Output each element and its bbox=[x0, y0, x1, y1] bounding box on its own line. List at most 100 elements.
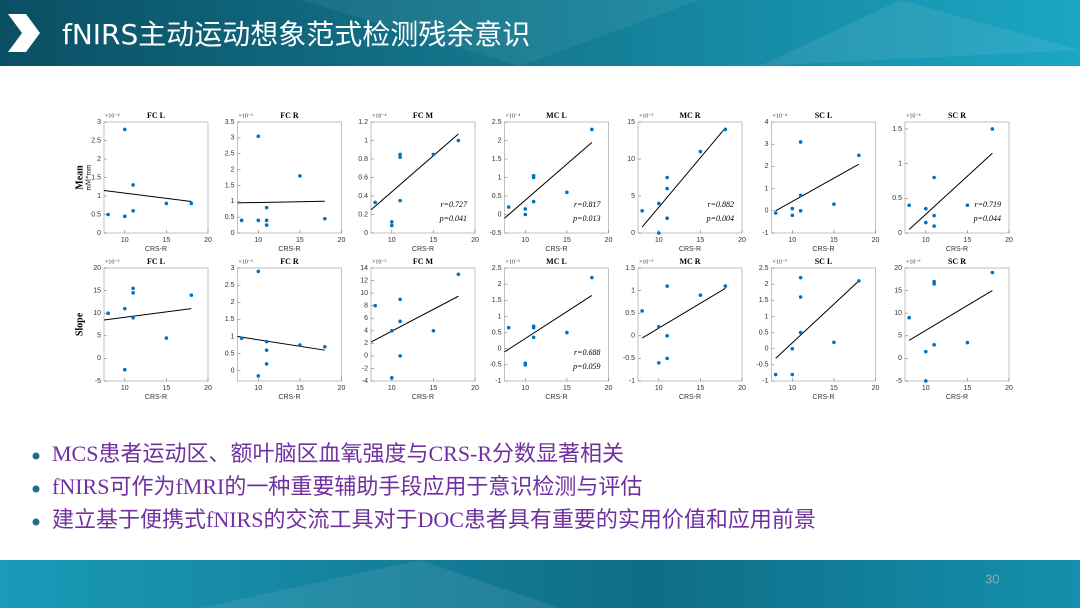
point bbox=[398, 198, 402, 203]
y-tick-label: 1 bbox=[898, 160, 902, 167]
fit-line bbox=[641, 127, 726, 228]
x-tick-label: 20 bbox=[872, 385, 880, 392]
x-axis-label: CRS-R bbox=[412, 394, 434, 401]
point bbox=[665, 334, 669, 338]
plot-frame bbox=[103, 121, 209, 234]
point bbox=[531, 199, 536, 204]
x-tick-label: 20 bbox=[738, 385, 746, 392]
point bbox=[798, 330, 803, 335]
exponent-label: ×10⁻⁵ bbox=[639, 113, 654, 119]
y-tick-label: 10 bbox=[93, 310, 101, 317]
y-tick-label: 10 bbox=[627, 156, 635, 163]
point bbox=[790, 213, 795, 218]
y-tick-label: 5 bbox=[898, 333, 902, 340]
plot-frame bbox=[771, 267, 876, 382]
point bbox=[456, 272, 461, 277]
x-tick-label: 20 bbox=[605, 237, 613, 244]
x-tick-label: 20 bbox=[738, 237, 746, 244]
y-tick-label: 2.5 bbox=[91, 137, 101, 144]
point bbox=[131, 291, 135, 295]
x-axis-label: CRS-R bbox=[679, 394, 701, 401]
exponent-label: ×10⁻⁴ bbox=[372, 113, 387, 119]
y-tick-label: 2 bbox=[97, 156, 101, 163]
bullet-dot bbox=[32, 485, 40, 493]
y-tick-label: 10 bbox=[894, 310, 902, 317]
y-tick-label: 2 bbox=[765, 163, 769, 170]
exponent-label: ×10⁻⁶ bbox=[105, 259, 120, 265]
point bbox=[832, 340, 836, 345]
point bbox=[798, 193, 803, 198]
point bbox=[665, 356, 669, 361]
y-tick-label: 0 bbox=[231, 230, 235, 237]
point bbox=[932, 282, 936, 286]
point bbox=[665, 186, 669, 191]
y-tick-label: 1.5 bbox=[759, 297, 769, 304]
fit-line bbox=[908, 152, 993, 230]
y-tick-label: 20 bbox=[93, 265, 101, 272]
chart-title: MC R bbox=[679, 257, 700, 266]
fit-line bbox=[504, 295, 593, 353]
plot-frame bbox=[370, 267, 476, 382]
fit-line bbox=[775, 163, 860, 212]
point bbox=[189, 201, 194, 206]
y-tick-label: 2.5 bbox=[492, 119, 502, 126]
point bbox=[924, 379, 928, 383]
x-axis-label: CRS-R bbox=[545, 246, 567, 253]
point bbox=[665, 175, 669, 180]
fit-line bbox=[370, 295, 459, 343]
y-tick-label: 0 bbox=[631, 333, 635, 340]
x-tick-label: 20 bbox=[471, 237, 479, 244]
point bbox=[907, 315, 911, 320]
point bbox=[106, 212, 110, 217]
y-tick-label: 2 bbox=[765, 281, 769, 288]
point bbox=[531, 325, 536, 330]
y-axis-label: Slope bbox=[74, 312, 85, 336]
y-tick-label: 2 bbox=[231, 299, 235, 306]
y-tick-label: -1 bbox=[762, 378, 768, 385]
chart-title: FC R bbox=[280, 257, 299, 266]
x-axis-label: CRS-R bbox=[679, 246, 701, 253]
exponent-label: ×10⁻⁴ bbox=[105, 113, 120, 119]
x-tick-label: 20 bbox=[204, 385, 212, 392]
x-tick-label: 10 bbox=[254, 385, 262, 392]
y-tick-label: 12 bbox=[360, 277, 368, 284]
y-tick-label: 1 bbox=[97, 193, 101, 200]
point bbox=[932, 343, 936, 347]
point bbox=[506, 205, 511, 209]
point bbox=[924, 349, 928, 354]
exponent-label: ×10⁻⁵ bbox=[773, 259, 788, 265]
y-axis-unit: mM*mm bbox=[85, 164, 93, 191]
bullet-text: MCS患者运动区、额叶脑区血氧强度与CRS-R分数显著相关 bbox=[52, 441, 624, 466]
y-tick-label: 0 bbox=[898, 230, 902, 237]
y-tick-label: 0 bbox=[498, 346, 502, 353]
exponent-label: ×10⁻⁶ bbox=[906, 259, 921, 265]
y-tick-label: 1 bbox=[231, 333, 235, 340]
bullet-dot bbox=[32, 452, 40, 460]
y-tick-label: 3.5 bbox=[225, 119, 235, 126]
fit-line bbox=[370, 133, 459, 211]
y-tick-label: -1 bbox=[495, 378, 501, 385]
point bbox=[298, 174, 302, 178]
annotation: p=0.059 bbox=[572, 362, 600, 371]
annotation: p=0.013 bbox=[572, 214, 600, 223]
exponent-label: ×10⁻⁴ bbox=[506, 113, 521, 119]
point bbox=[798, 295, 803, 299]
x-tick-label: 10 bbox=[788, 237, 796, 244]
point bbox=[264, 348, 269, 352]
bullet-text: fNIRS可作为fMRI的一种重要辅助手段应用于意识检测与评估 bbox=[52, 474, 642, 499]
point bbox=[965, 203, 970, 208]
plot-frame bbox=[237, 121, 342, 234]
y-tick-label: -1 bbox=[629, 378, 635, 385]
point bbox=[723, 284, 728, 288]
x-tick-label: 15 bbox=[163, 237, 171, 244]
point bbox=[390, 223, 394, 228]
y-tick-label: 1 bbox=[231, 198, 235, 205]
point bbox=[565, 190, 569, 195]
y-tick-label: 0 bbox=[765, 208, 769, 215]
x-tick-label: 15 bbox=[964, 237, 972, 244]
point bbox=[798, 209, 803, 213]
y-tick-label: 2.5 bbox=[759, 265, 769, 272]
point bbox=[857, 153, 861, 158]
x-axis-label: CRS-R bbox=[145, 394, 167, 401]
annotation: r=0.882 bbox=[707, 200, 734, 209]
